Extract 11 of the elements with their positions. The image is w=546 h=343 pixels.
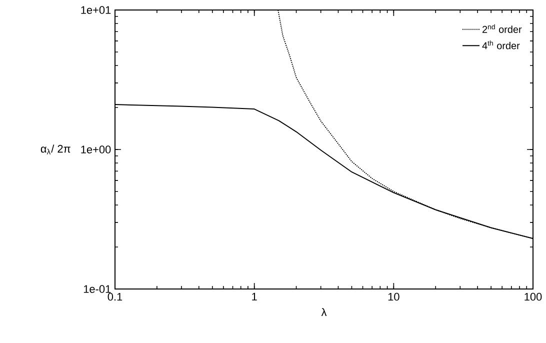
legend-label: 4$^{th}$ order: [482, 40, 520, 50]
x-axis-title: λ: [321, 308, 327, 316]
y-tick-label: 1e+00: [81, 146, 111, 154]
x-tick-label: 10: [388, 292, 400, 301]
y-tick-label: 1e+01: [81, 6, 111, 14]
legend-label: 2$^{nd}$ order: [482, 24, 522, 33]
y-axis-title: α$_{λ}$/ 2π: [40, 144, 70, 154]
y-tick-label: 1e-01: [84, 285, 111, 293]
x-tick-label: 0.1: [108, 292, 122, 301]
x-tick-label: 100: [524, 292, 542, 301]
x-tick-label: 1: [252, 292, 257, 300]
